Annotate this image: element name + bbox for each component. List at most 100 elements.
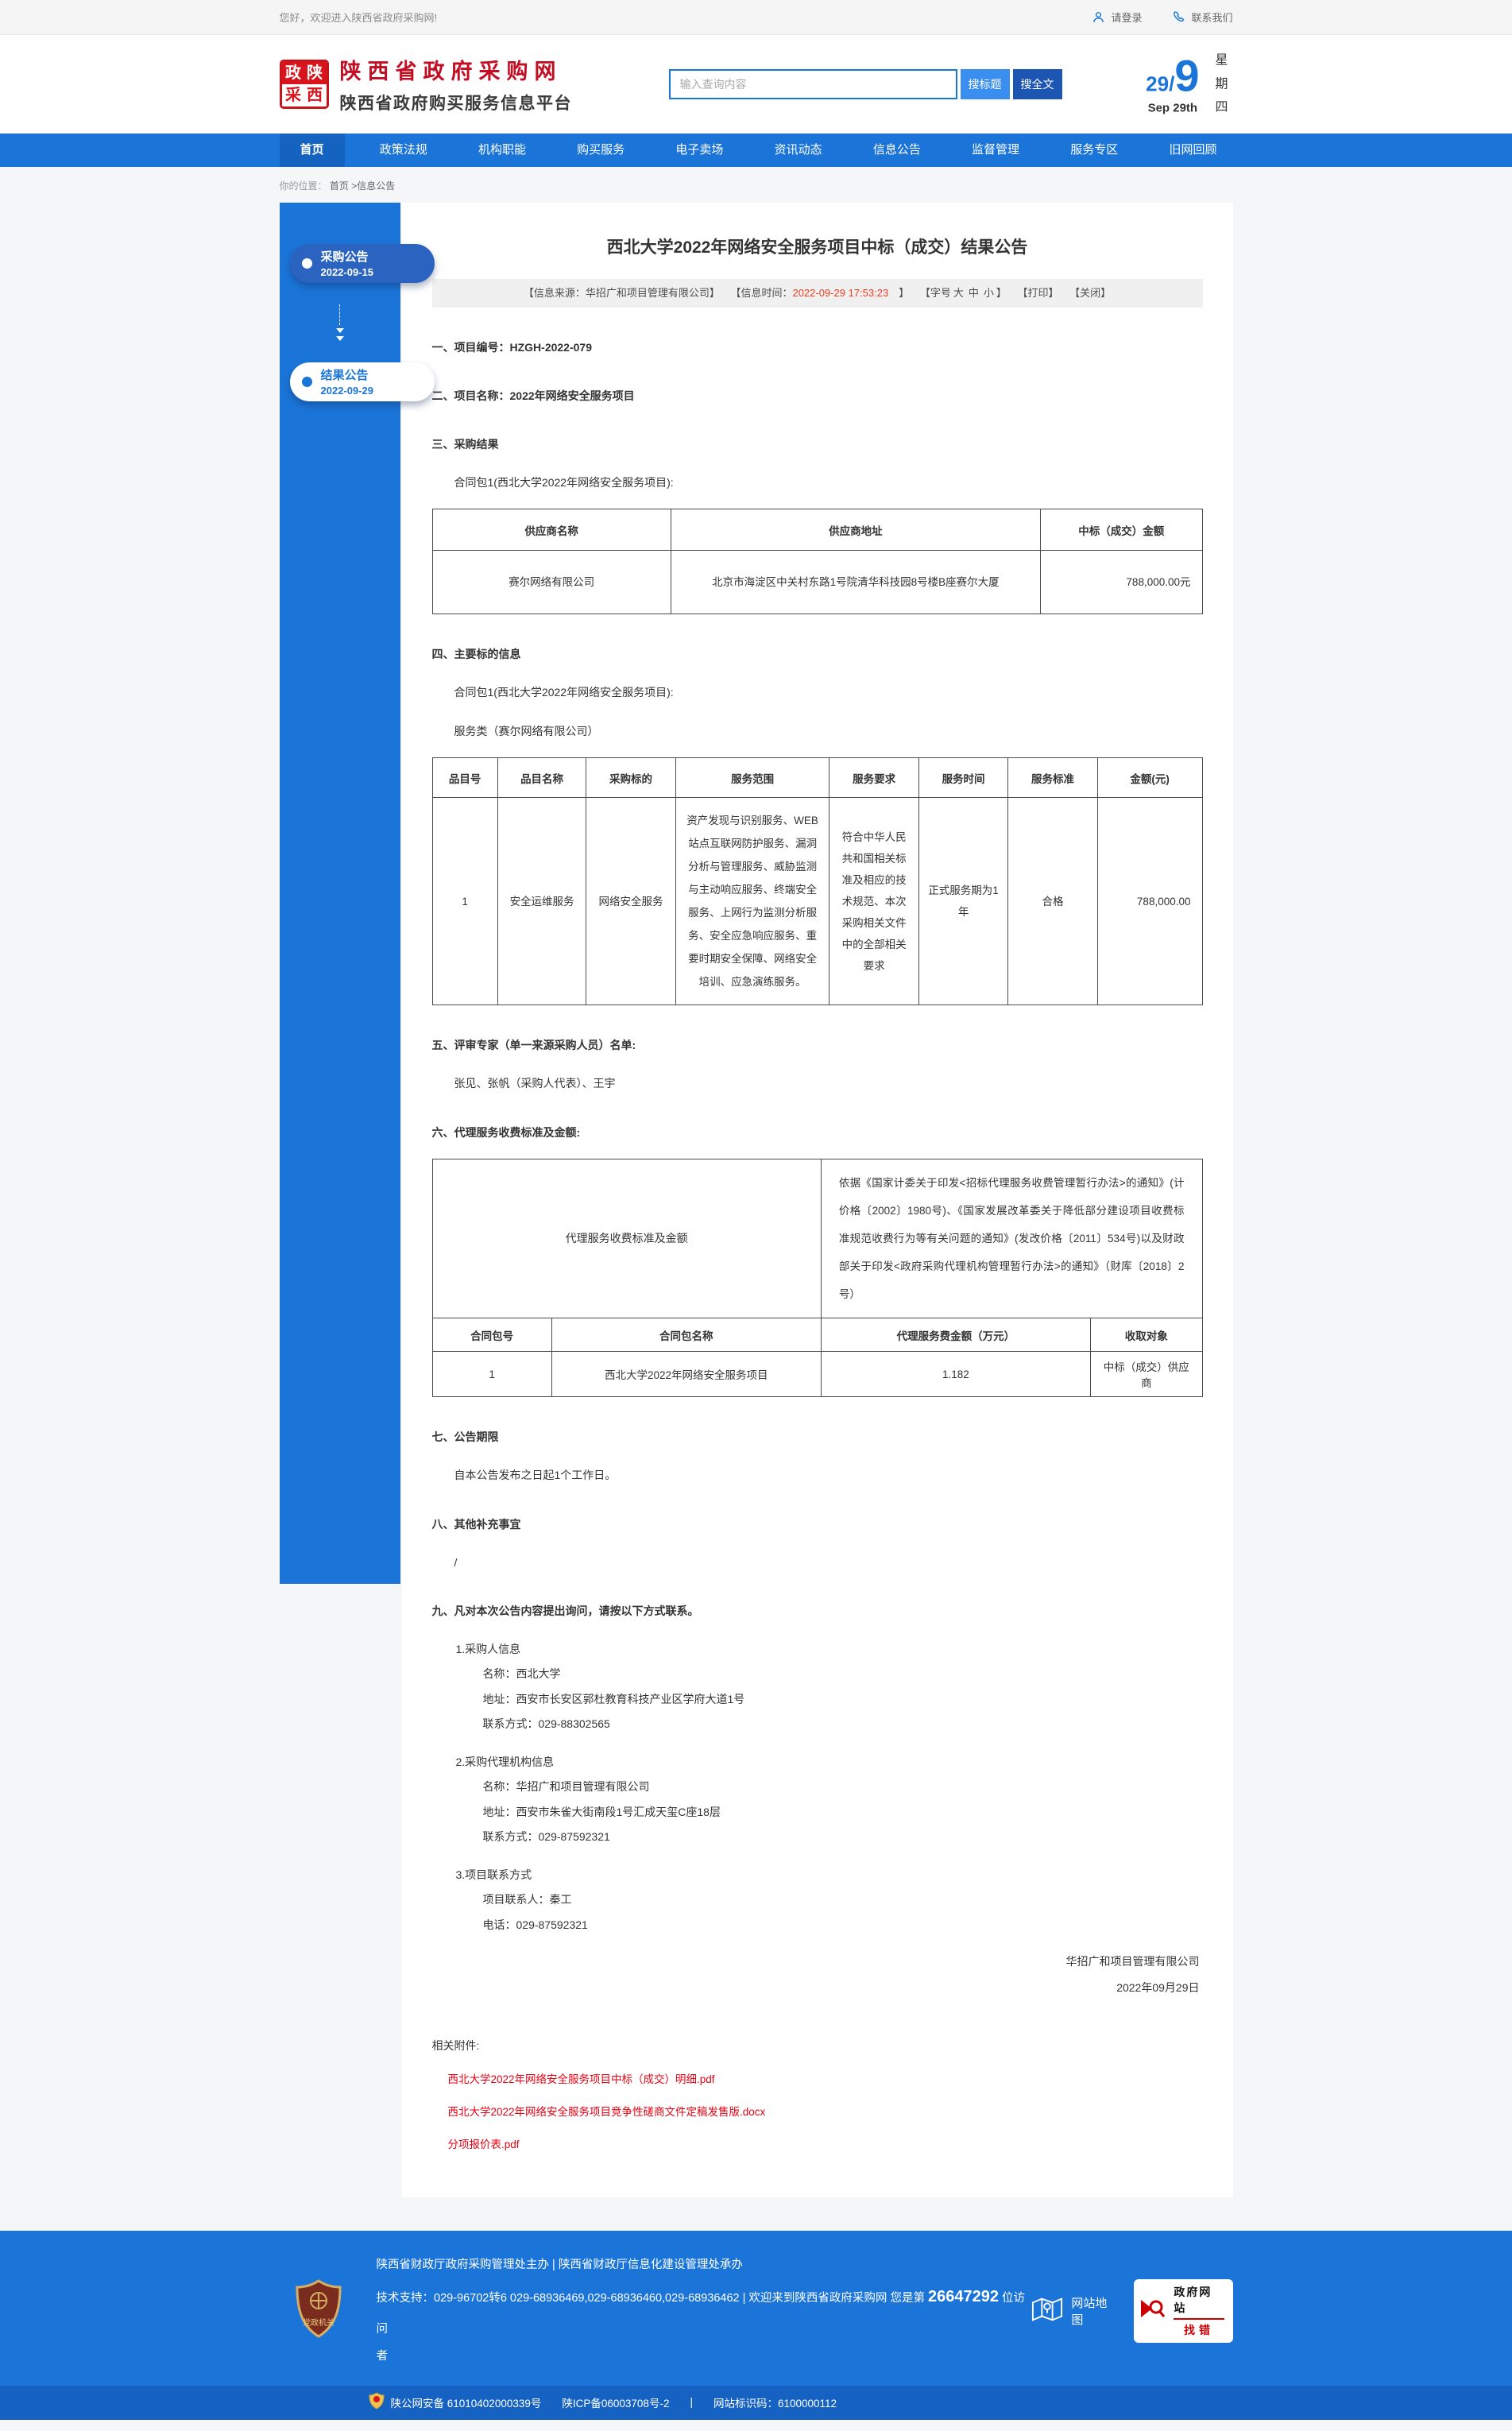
user-icon [1092, 10, 1105, 24]
breadcrumb-current-link[interactable]: >信息公告 [351, 180, 396, 192]
agency-fee-label-cell: 代理服务收费标准及金额 [431, 1158, 822, 1319]
section-review-experts: 五、评审专家（单一来源采购人员）名单: [431, 1039, 636, 1052]
footer-text: 陕西省财政厅政府采购管理处主办 | 陕西省财政厅信息化建设管理处承办 技术支持：… [377, 2251, 1032, 2370]
logo-seal-icon: 政 陕 采 西 [279, 60, 329, 109]
table-header-cell: 服务标准 [1007, 757, 1098, 799]
print-button[interactable]: 【打印】 [1017, 287, 1059, 299]
other-matters-body: / [454, 1555, 458, 1569]
table-header-cell: 采购标的 [586, 757, 676, 799]
section-agency-fee: 六、代理服务收费标准及金额: [431, 1125, 581, 1139]
nav-item-purchase-services[interactable]: 购买服务 [577, 143, 625, 157]
font-size-large[interactable]: 大 [953, 287, 964, 299]
contact-line: 项目联系人：秦工 [482, 1893, 572, 1906]
article-meta-bar: 【信息来源：华招广和项目管理有限公司】 【信息时间：2022-09-29 17:… [431, 279, 1203, 308]
site-header: 政 陕 采 西 陕西省政府采购网 陕西省政府购买服务信息平台 搜标题 搜全文 2… [0, 35, 1512, 134]
section-announcement-period: 七、公告期限 [431, 1430, 499, 1444]
step-dot-icon [301, 258, 312, 269]
supplier-result-table: 供应商名称 供应商地址 中标（成交）金额 赛尔网络有限公司 北京市海淀区中关村东… [431, 509, 1203, 615]
signature-block: 华招广和项目管理有限公司 2022年09月29日 [432, 1949, 1203, 2001]
date-widget: 29/9 Sep 29th 星 期 四 [1146, 49, 1228, 120]
item-name-cell: 安全运维服务 [497, 797, 587, 1006]
service-standard-cell: 合格 [1007, 797, 1098, 1006]
date-english: Sep 29th [1147, 101, 1198, 115]
gongan-beian-link[interactable]: 陕公网安备 61010402000339号 [368, 2392, 541, 2412]
award-amount-cell: 788,000.00元 [1039, 550, 1203, 615]
fee-payer-cell: 中标（成交）供应商 [1089, 1351, 1203, 1398]
service-scope-cell: 资产发现与识别服务、WEB站点互联网防护服务、漏洞分析与管理服务、威胁监测与主动… [675, 797, 830, 1006]
item-no-cell: 1 [431, 797, 498, 1006]
attachment-link[interactable]: 西北大学2022年网络安全服务项目竞争性磋商文件定稿发售版.docx [447, 2106, 766, 2119]
search-fulltext-button[interactable]: 搜全文 [1012, 69, 1062, 99]
top-bar: 您好，欢迎进入陕西省政府采购网! 请登录 联系我们 [0, 0, 1512, 35]
gov-site-error-report-badge[interactable]: 政府网站 找错 [1134, 2278, 1233, 2343]
search-input[interactable] [668, 69, 957, 99]
nav-item-announcements[interactable]: 信息公告 [872, 143, 921, 157]
section-procurement-result: 三、采购结果 [431, 438, 499, 451]
service-period-cell: 正式服务期为1年 [918, 797, 1009, 1006]
meta-source: 【信息来源：华招广和项目管理有限公司】 [523, 287, 720, 299]
step-label: 结果公告 [320, 369, 369, 383]
nav-item-service-zone[interactable]: 服务专区 [1070, 143, 1119, 157]
contact-line: 名称：华招广和项目管理有限公司 [482, 1780, 650, 1794]
section-main-subject-info: 四、主要标的信息 [431, 648, 521, 661]
footer-organizer-line: 陕西省财政厅政府采购管理处主办 | 陕西省财政厅信息化建设管理处承办 [376, 2259, 743, 2272]
error-finder-icon [1139, 2297, 1166, 2325]
contact-line: 名称：西北大学 [482, 1667, 561, 1681]
weekday-label: 星 期 四 [1215, 53, 1228, 114]
timeline-arrow-down-icon [334, 304, 346, 341]
font-size-controls: 【字号大中小】 [919, 287, 1007, 299]
attachments-label: 相关附件: [431, 2039, 480, 2053]
table-header-cell: 供应商名称 [431, 509, 671, 552]
expert-names: 张见、张帆（采购人代表）、王宇 [454, 1077, 616, 1090]
table-row: 赛尔网络有限公司 北京市海淀区中关村东路1号院清华科技园8号楼B座赛尔大厦 78… [431, 550, 1203, 615]
site-logo[interactable]: 政 陕 采 西 陕西省政府采购网 陕西省政府购买服务信息平台 [279, 54, 573, 114]
close-button[interactable]: 【关闭】 [1069, 287, 1112, 299]
agency-fee-basis-cell: 依据《国家计委关于印发<招标代理服务收费管理暂行办法>的通知》(计价格〔2002… [820, 1158, 1203, 1319]
contact-group-heading: 3.项目联系方式 [455, 1868, 532, 1881]
seal-char: 政 [285, 64, 301, 82]
seal-char: 采 [285, 87, 301, 104]
timeline-step-procurement-notice[interactable]: 采购公告 2022-09-15 [289, 244, 435, 283]
breadcrumb-prefix: 你的位置： [279, 180, 327, 192]
table-header-cell: 服务时间 [918, 757, 1009, 799]
footer-support-line: 技术支持：029-96702转6 029-68936469,029-689364… [376, 2288, 1026, 2336]
section-other-matters: 八、其他补充事宜 [431, 1517, 521, 1531]
article-title: 西北大学2022年网络安全服务项目中标（成交）结果公告 [606, 238, 1028, 257]
attachments-section: 相关附件: 西北大学2022年网络安全服务项目中标（成交）明细.pdf 西北大学… [432, 2038, 1203, 2151]
search-title-button[interactable]: 搜标题 [960, 69, 1010, 99]
nav-item-e-mall[interactable]: 电子卖场 [675, 143, 724, 157]
nav-item-supervision[interactable]: 监督管理 [972, 143, 1020, 157]
nav-item-news[interactable]: 资讯动态 [774, 143, 822, 157]
contact-us-link[interactable]: 联系我们 [1172, 10, 1233, 25]
contract-package-line: 合同包1(西北大学2022年网络安全服务项目): [454, 686, 674, 699]
attachment-link[interactable]: 西北大学2022年网络安全服务项目中标（成交）明细.pdf [447, 2073, 715, 2086]
agency-fee-table: 代理服务收费标准及金额 依据《国家计委关于印发<招标代理服务收费管理暂行办法>的… [431, 1158, 1203, 1398]
contact-line: 地址：西安市长安区郭杜教育科技产业区学府大道1号 [482, 1692, 745, 1705]
nav-item-home[interactable]: 首页 [279, 134, 345, 167]
signature-org: 华招广和项目管理有限公司 [1065, 1955, 1200, 1968]
nav-item-old-site[interactable]: 旧网回顾 [1169, 143, 1217, 157]
font-size-medium[interactable]: 中 [968, 287, 979, 299]
icp-beian-link[interactable]: 陕ICP备06003708号-2 [562, 2397, 670, 2410]
timeline-step-result-notice[interactable]: 结果公告 2022-09-29 [289, 362, 435, 401]
site-subtitle: 陕西省政府购买服务信息平台 [339, 95, 572, 113]
shield-label: 党政机关 [303, 2317, 334, 2328]
table-header-cell: 中标（成交）金额 [1039, 509, 1203, 552]
attachment-link[interactable]: 分项报价表.pdf [447, 2139, 520, 2151]
service-requirement-cell: 符合中华人民共和国相关标准及相应的技术规范、本次采购相关文件中的全部相关要求 [829, 797, 919, 1006]
visitor-count: 26647292 [927, 2288, 999, 2306]
breadcrumb: 你的位置： 首页 >信息公告 [280, 167, 1233, 203]
breadcrumb-home-link[interactable]: 首页 [329, 180, 349, 192]
font-size-small[interactable]: 小 [983, 287, 994, 299]
login-link[interactable]: 请登录 [1092, 10, 1142, 25]
police-badge-icon [368, 2392, 385, 2412]
table-header-cell: 服务范围 [675, 757, 830, 799]
nav-item-policies[interactable]: 政策法规 [379, 143, 427, 157]
sitemap-link[interactable]: 网站地图 [1031, 2294, 1118, 2328]
package-no-cell: 1 [431, 1351, 552, 1398]
nav-item-functions[interactable]: 机构职能 [478, 143, 526, 157]
table-header-cell: 品目号 [431, 757, 498, 799]
service-category-line: 服务类（赛尔网络有限公司） [454, 724, 599, 737]
seal-char: 陕 [307, 64, 323, 82]
date-day-month: 29/9 [1146, 50, 1200, 101]
